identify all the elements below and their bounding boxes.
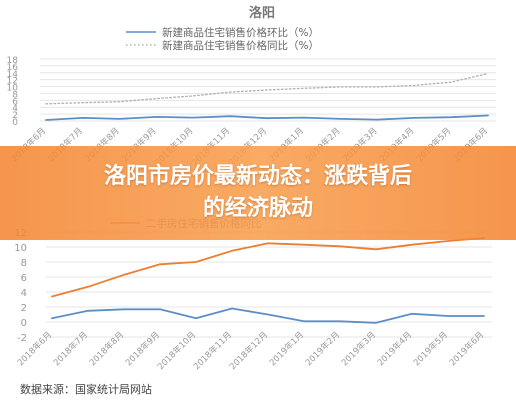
series-line xyxy=(51,237,485,298)
y-tick-label: 10 xyxy=(14,243,27,254)
x-tick-label: 2019年3月 xyxy=(339,329,378,368)
headline-line-2: 的经济脉动 xyxy=(202,196,313,221)
y-tick-label: 10 xyxy=(7,84,19,94)
x-tick-label: 2019年5月 xyxy=(411,329,450,368)
data-source-note: 数据来源：国家统计局网站 xyxy=(20,383,152,396)
y-tick-label: 8 xyxy=(21,258,27,269)
y-tick-label: 4 xyxy=(21,288,27,299)
y-tick-label: 6 xyxy=(21,273,27,284)
legend-label: 新建商品住宅销售价格同比（%） xyxy=(162,39,319,52)
x-tick-label: 2018年12月 xyxy=(227,329,270,372)
x-tick-label: 2018年8月 xyxy=(87,329,126,368)
headline-line-1: 洛阳市房价最新动态：涨跌背后 xyxy=(103,164,412,189)
x-tick-label: 2019年2月 xyxy=(303,329,342,368)
y-tick-label: 18 xyxy=(7,56,19,66)
y-tick-label: -2 xyxy=(17,333,27,344)
y-tick-label: 0 xyxy=(12,118,18,128)
y-tick-label: 16 xyxy=(7,63,19,73)
x-tick-label: 2019年4月 xyxy=(375,329,414,368)
series-line xyxy=(51,307,485,324)
x-tick-label: 2018年9月 xyxy=(123,329,162,368)
legend-label: 新建商品住宅销售价格环比（%） xyxy=(162,26,319,39)
x-tick-label: 2019年6月 xyxy=(447,329,486,368)
x-tick-label: 2019年1月 xyxy=(267,329,306,368)
y-tick-label: 6 xyxy=(12,97,18,107)
chart-title: 洛阳 xyxy=(249,5,275,21)
y-tick-label: 4 xyxy=(12,104,18,114)
series-line xyxy=(45,72,489,105)
series-line xyxy=(45,114,489,121)
y-tick-label: 0 xyxy=(21,318,27,329)
y-tick-label: 8 xyxy=(12,90,18,100)
headline-banner: 洛阳市房价最新动态：涨跌背后 的经济脉动 xyxy=(0,146,516,240)
y-tick-label: 2 xyxy=(12,111,18,121)
y-tick-label: 2 xyxy=(21,303,27,314)
y-tick-label: 12 xyxy=(7,77,18,87)
x-tick-label: 2018年7月 xyxy=(51,329,90,368)
y-tick-label: 14 xyxy=(7,70,19,80)
